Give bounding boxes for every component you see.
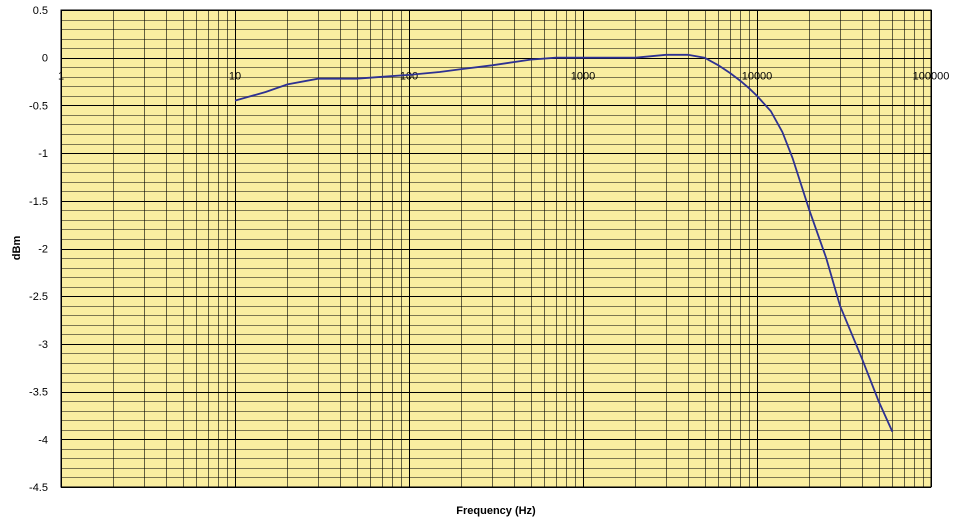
y-tick-label: -1.5 [29,196,48,208]
plot-border [60,9,932,488]
y-tick-label: -4.5 [29,482,48,494]
x-tick-label: 100 [400,71,418,83]
x-tick-label: 100000 [913,71,950,83]
y-tick-label: -3 [38,339,48,351]
x-axis-title: Frequency (Hz) [456,505,536,517]
x-axis-tick-labels: 1 10 100 1000 10000 100000 [58,71,949,83]
y-tick-label: -1 [38,148,48,160]
x-tick-label: 1000 [571,71,595,83]
x-tick-label: 1 [58,71,64,83]
plot-area [61,10,931,487]
y-tick-label: -0.5 [29,100,48,112]
y-tick-label: -2.5 [29,291,48,303]
y-tick-label: 0.5 [33,5,48,17]
y-axis-tick-labels: 0.5 0 -0.5 -1 -1.5 -2 -2.5 -3 -3.5 -4 -4.5 [29,5,48,494]
x-tick-label: 10 [229,71,241,83]
y-tick-label: -2 [38,244,48,256]
y-tick-label: -4 [38,434,48,446]
series-line [234,53,894,433]
x-tick-label: 10000 [742,71,773,83]
y-tick-label: 0 [42,53,48,65]
y-tick-label: -3.5 [29,387,48,399]
y-axis-title: dBm [11,236,23,261]
